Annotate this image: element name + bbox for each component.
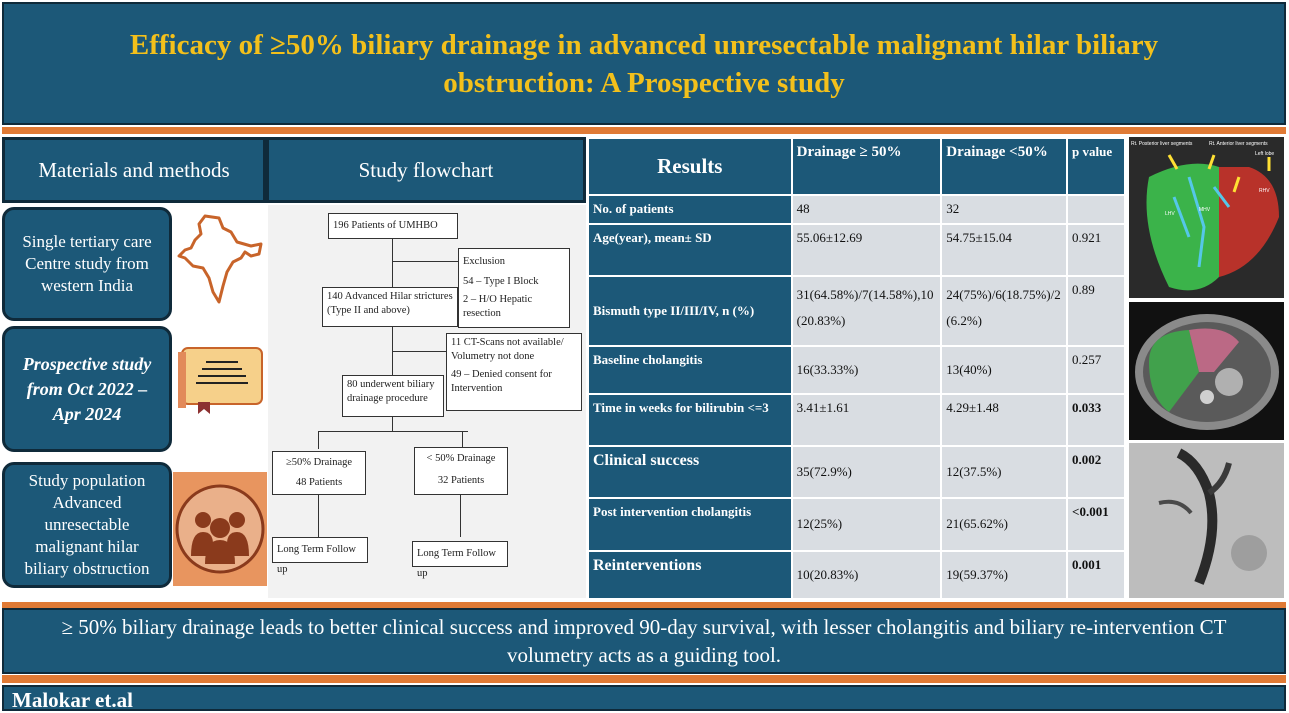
- results-cell-a: 16(33.33%): [790, 345, 943, 395]
- conclusion-text: ≥ 50% biliary drainage leads to better c…: [61, 615, 1227, 667]
- results-cell-a: 48: [790, 194, 943, 225]
- results-cell-a: 10(20.83%): [790, 549, 943, 601]
- flow-followup-b: Long Term Follow up: [412, 541, 508, 579]
- flow-followup-a: Long Term Follow up: [272, 537, 368, 575]
- centre-box: Single tertiary care Centre study from w…: [2, 207, 172, 321]
- results-cell-p: 0.921: [1066, 222, 1126, 277]
- author-footer: Malokar et.al: [2, 685, 1286, 712]
- results-cell-a: 3.41±1.61: [790, 392, 943, 447]
- methods-header: Materials and methods: [2, 137, 266, 203]
- results-cell-a: 31(64.58%)/7(14.58%),10(20.83%): [790, 274, 943, 348]
- flow-underwent: 80 underwent biliary drainage procedure: [342, 375, 444, 417]
- liver-label: Rt. Posterior liver segments: [1131, 141, 1193, 147]
- liver-label: RHV: [1259, 188, 1270, 194]
- results-cell-a: 12(25%): [790, 497, 943, 552]
- results-table: Results Drainage ≥ 50% Drainage <50% p v…: [587, 136, 1126, 601]
- results-row-label: Reinterventions: [587, 549, 793, 601]
- results-header-p: p value: [1066, 136, 1126, 197]
- results-header-b: Drainage <50%: [940, 136, 1069, 197]
- orange-divider-footer: [2, 675, 1286, 683]
- results-row-label: No. of patients: [587, 194, 793, 225]
- conclusion-box: ≥ 50% biliary drainage leads to better c…: [2, 608, 1286, 674]
- results-cell-b: 54.75±15.04: [940, 222, 1069, 277]
- results-row-label: Clinical success: [587, 444, 793, 500]
- liver-volumetry-image: Rt. Posterior liver segments Rt. Anterio…: [1129, 137, 1284, 298]
- results-cell-p: 0.257: [1066, 345, 1126, 395]
- results-cell-b: 4.29±1.48: [940, 392, 1069, 447]
- population-box: Study population Advanced unresectable m…: [2, 462, 172, 588]
- results-cell-b: 24(75%)/6(18.75%)/2(6.2%): [940, 274, 1069, 348]
- cholangiogram-image: [1129, 443, 1284, 598]
- flow-advanced: 140 Advanced Hilar strictures (Type II a…: [322, 287, 458, 327]
- group-people-icon: [173, 472, 267, 586]
- results-cell-p: <0.001: [1066, 497, 1126, 552]
- flow-exclusion-2: 11 CT-Scans not available/ Volumetry not…: [446, 333, 582, 411]
- results-cell-b: 13(40%): [940, 345, 1069, 395]
- results-cell-p: 0.002: [1066, 444, 1126, 500]
- poster-title: Efficacy of ≥50% biliary drainage in adv…: [129, 28, 1159, 99]
- ct-scan-image: [1129, 302, 1284, 440]
- title-banner: Efficacy of ≥50% biliary drainage in adv…: [2, 2, 1286, 125]
- liver-label: LHV: [1165, 211, 1175, 217]
- results-cell-p: 0.89: [1066, 274, 1126, 348]
- results-cell-p: 0.033: [1066, 392, 1126, 447]
- orange-divider-top: [2, 127, 1286, 134]
- study-flowchart: 196 Patients of UMHBO Exclusion 54 – Typ…: [268, 205, 586, 598]
- flow-total: 196 Patients of UMHBO: [328, 213, 458, 239]
- flow-group-a: ≥50% Drainage 48 Patients: [272, 451, 366, 495]
- liver-label: MHV: [1199, 207, 1211, 213]
- prospective-box: Prospective study from Oct 2022 –Apr 202…: [2, 326, 172, 452]
- flowchart-header: Study flowchart: [266, 137, 586, 203]
- results-cell-a: 55.06±12.69: [790, 222, 943, 277]
- results-cell-b: 12(37.5%): [940, 444, 1069, 500]
- flow-group-b: < 50% Drainage 32 Patients: [414, 447, 508, 495]
- liver-label: Rt. Anterior liver segments: [1209, 141, 1268, 147]
- results-header-label: Results: [587, 136, 793, 197]
- results-cell-a: 35(72.9%): [790, 444, 943, 500]
- results-row-label: Time in weeks for bilirubin <=3: [587, 392, 793, 447]
- results-header-a: Drainage ≥ 50%: [790, 136, 943, 197]
- india-map-icon: [175, 212, 265, 308]
- book-icon: [176, 344, 268, 416]
- results-cell-p: [1066, 194, 1126, 225]
- orange-divider-bottom: [2, 602, 1286, 608]
- results-cell-b: 21(65.62%): [940, 497, 1069, 552]
- flow-exclusion-1: Exclusion 54 – Type I Block 2 – H/O Hepa…: [458, 248, 570, 328]
- results-row-label: Bismuth type II/III/IV, n (%): [587, 274, 793, 348]
- results-cell-b: 32: [940, 194, 1069, 225]
- results-row-label: Age(year), mean± SD: [587, 222, 793, 277]
- results-cell-b: 19(59.37%): [940, 549, 1069, 601]
- results-row-label: Post intervention cholangitis: [587, 497, 793, 552]
- results-cell-p: 0.001: [1066, 549, 1126, 601]
- liver-label: Left lobe: [1255, 151, 1274, 157]
- results-row-label: Baseline cholangitis: [587, 345, 793, 395]
